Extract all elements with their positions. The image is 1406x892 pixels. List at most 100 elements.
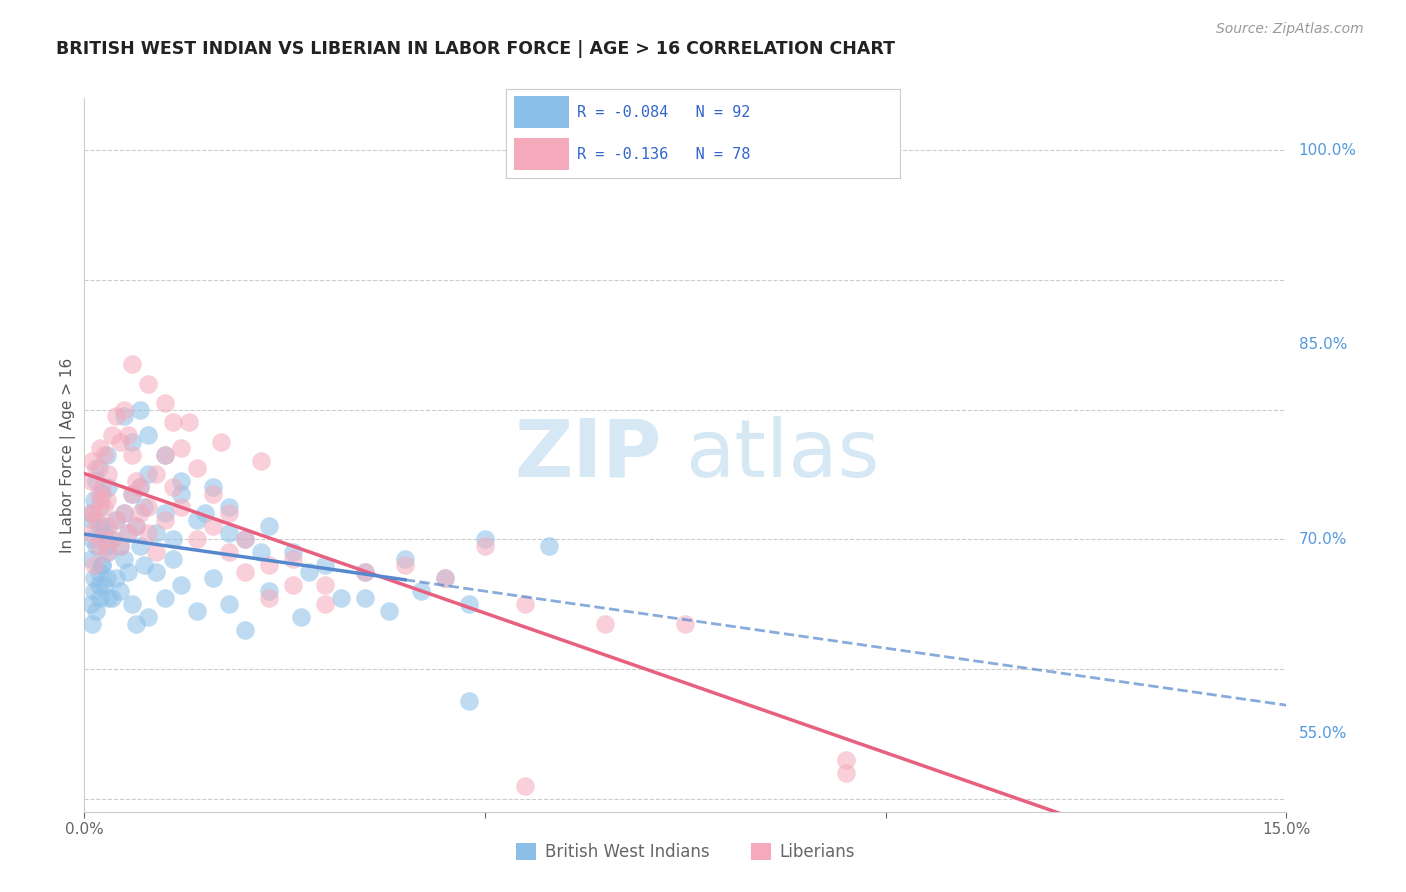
Point	[97, 545, 120, 559]
Point	[153, 591, 176, 605]
Point	[474, 539, 496, 553]
Point	[80, 506, 103, 520]
Point	[80, 597, 103, 611]
Point	[194, 506, 217, 520]
Point	[409, 584, 432, 599]
Point	[83, 506, 105, 520]
Point	[114, 506, 135, 520]
Point	[110, 539, 132, 553]
Point	[162, 533, 184, 547]
Point	[110, 434, 132, 449]
Point	[114, 551, 135, 566]
FancyBboxPatch shape	[515, 96, 569, 128]
Point	[121, 448, 143, 462]
Point	[394, 551, 416, 566]
Point	[121, 357, 143, 371]
Point	[129, 506, 152, 520]
Point	[515, 597, 537, 611]
Text: R = -0.084   N = 92: R = -0.084 N = 92	[576, 105, 751, 120]
Point	[96, 571, 118, 585]
Point	[314, 577, 336, 591]
Point	[83, 571, 105, 585]
Point	[93, 519, 115, 533]
Point	[153, 396, 176, 410]
Point	[96, 539, 118, 553]
Point	[121, 487, 143, 501]
Point	[105, 513, 128, 527]
Point	[186, 461, 208, 475]
Point	[314, 558, 336, 573]
Point	[105, 513, 128, 527]
Point	[129, 539, 152, 553]
Point	[93, 577, 115, 591]
Point	[177, 416, 200, 430]
Point	[87, 461, 110, 475]
Point	[281, 545, 304, 559]
Point	[201, 571, 224, 585]
Point	[101, 591, 124, 605]
Point	[96, 493, 118, 508]
Point	[314, 597, 336, 611]
Point	[145, 467, 167, 482]
Point	[281, 551, 304, 566]
Point	[114, 506, 135, 520]
Point	[595, 616, 617, 631]
Point	[86, 604, 108, 618]
Point	[125, 616, 148, 631]
Text: R = -0.136   N = 78: R = -0.136 N = 78	[576, 147, 751, 161]
Point	[89, 493, 111, 508]
Point	[218, 545, 240, 559]
Point	[169, 474, 191, 488]
Text: atlas: atlas	[686, 416, 880, 494]
Point	[80, 474, 103, 488]
Point	[290, 610, 312, 624]
Point	[83, 493, 105, 508]
Text: 70.0%: 70.0%	[1299, 532, 1347, 547]
Point	[138, 525, 160, 540]
Point	[138, 500, 160, 514]
Point	[298, 565, 321, 579]
Point	[125, 519, 148, 533]
Point	[83, 584, 105, 599]
Point	[281, 577, 304, 591]
Point	[89, 519, 111, 533]
Point	[97, 519, 120, 533]
Point	[91, 558, 114, 573]
Point	[257, 558, 280, 573]
Point	[434, 571, 457, 585]
Point	[538, 539, 561, 553]
Point	[117, 428, 139, 442]
Point	[169, 487, 191, 501]
Point	[394, 558, 416, 573]
Point	[82, 533, 104, 547]
Point	[117, 525, 139, 540]
Point	[129, 480, 152, 494]
Point	[138, 428, 160, 442]
Point	[233, 533, 256, 547]
Point	[145, 565, 167, 579]
Point	[186, 513, 208, 527]
Point	[354, 565, 377, 579]
Point	[134, 558, 156, 573]
Text: 85.0%: 85.0%	[1299, 337, 1347, 352]
Point	[82, 506, 104, 520]
Point	[458, 597, 481, 611]
Point	[138, 467, 160, 482]
Point	[105, 571, 128, 585]
Point	[162, 480, 184, 494]
Text: Source: ZipAtlas.com: Source: ZipAtlas.com	[1216, 22, 1364, 37]
Point	[138, 376, 160, 391]
FancyBboxPatch shape	[515, 138, 569, 170]
Point	[329, 591, 352, 605]
Point	[97, 591, 120, 605]
Text: BRITISH WEST INDIAN VS LIBERIAN IN LABOR FORCE | AGE > 16 CORRELATION CHART: BRITISH WEST INDIAN VS LIBERIAN IN LABOR…	[56, 40, 896, 58]
Y-axis label: In Labor Force | Age > 16: In Labor Force | Age > 16	[60, 358, 76, 552]
Point	[96, 545, 118, 559]
Point	[354, 565, 377, 579]
Point	[117, 525, 139, 540]
Point	[121, 597, 143, 611]
Point	[87, 487, 110, 501]
Point	[134, 500, 156, 514]
Text: 100.0%: 100.0%	[1299, 143, 1357, 158]
Point	[218, 597, 240, 611]
